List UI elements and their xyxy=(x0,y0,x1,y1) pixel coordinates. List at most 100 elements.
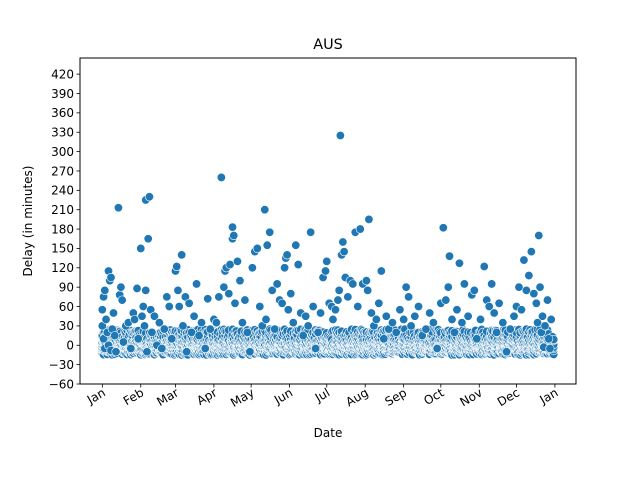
data-point xyxy=(142,347,152,357)
data-point xyxy=(182,347,192,357)
data-point xyxy=(136,243,146,253)
data-point xyxy=(291,240,301,250)
data-point xyxy=(472,334,482,344)
data-point xyxy=(492,327,502,337)
data-point xyxy=(355,224,365,234)
data-point xyxy=(116,282,126,292)
y-tick-label: −60 xyxy=(49,377,74,391)
data-point xyxy=(449,327,459,337)
data-point xyxy=(184,298,194,308)
y-tick-label: 420 xyxy=(51,67,74,81)
data-point xyxy=(457,318,467,328)
data-point xyxy=(505,324,515,334)
data-point xyxy=(277,298,287,308)
data-point xyxy=(494,298,504,308)
data-point xyxy=(283,305,293,315)
data-point xyxy=(535,282,545,292)
data-point xyxy=(406,321,416,331)
data-point xyxy=(110,331,120,341)
data-point xyxy=(293,260,303,270)
data-point xyxy=(544,334,554,344)
data-point xyxy=(376,266,386,276)
data-point xyxy=(379,334,389,344)
data-point xyxy=(410,311,420,321)
data-point xyxy=(126,343,136,353)
data-point xyxy=(489,308,499,318)
x-axis-title: Date xyxy=(314,426,343,440)
data-point xyxy=(328,314,338,324)
data-point xyxy=(546,314,556,324)
data-point xyxy=(224,289,234,299)
data-point xyxy=(353,302,363,312)
data-point xyxy=(265,227,275,237)
data-point xyxy=(288,318,298,328)
data-point xyxy=(316,308,326,318)
data-point xyxy=(262,240,272,250)
data-point xyxy=(322,256,332,266)
data-point xyxy=(138,302,148,312)
data-point xyxy=(192,279,202,289)
data-point xyxy=(189,311,199,321)
data-point xyxy=(187,327,197,337)
data-point xyxy=(339,247,349,257)
y-tick-label: −30 xyxy=(49,358,74,372)
data-point xyxy=(178,321,188,331)
data-point xyxy=(267,285,277,295)
data-point xyxy=(374,298,384,308)
data-point xyxy=(303,321,313,331)
y-tick-label: 180 xyxy=(51,222,74,236)
data-point xyxy=(149,311,159,321)
data-point xyxy=(516,305,526,315)
data-point xyxy=(162,292,172,302)
data-point xyxy=(252,243,262,253)
data-point xyxy=(321,266,331,276)
data-point xyxy=(157,343,167,353)
data-point xyxy=(459,279,469,289)
data-point xyxy=(147,327,157,337)
data-point xyxy=(438,223,448,233)
data-point xyxy=(502,347,512,357)
data-point xyxy=(387,318,397,328)
data-point xyxy=(143,234,153,244)
data-point xyxy=(534,231,544,241)
x-tick-label: Jul xyxy=(312,385,332,405)
data-point xyxy=(100,285,110,295)
data-point xyxy=(177,250,187,260)
data-point xyxy=(452,305,462,315)
data-point xyxy=(348,279,358,289)
data-point xyxy=(335,130,345,140)
data-point xyxy=(401,282,411,292)
data-point xyxy=(130,314,140,324)
data-point xyxy=(164,302,174,312)
data-point xyxy=(214,292,224,302)
data-point xyxy=(498,318,508,328)
data-point xyxy=(334,285,344,295)
data-point xyxy=(469,285,479,295)
data-point xyxy=(245,347,255,357)
data-point xyxy=(361,276,371,286)
data-point xyxy=(111,347,121,357)
data-point xyxy=(363,285,373,295)
data-point xyxy=(514,282,524,292)
data-point xyxy=(272,279,282,289)
data-point xyxy=(540,321,550,331)
data-point xyxy=(526,247,536,257)
data-point xyxy=(228,222,238,232)
data-point xyxy=(338,237,348,247)
data-point xyxy=(240,295,250,305)
data-point xyxy=(260,205,270,215)
data-point xyxy=(366,308,376,318)
data-point xyxy=(286,289,296,299)
data-markers xyxy=(97,130,559,360)
data-point xyxy=(261,314,271,324)
data-point xyxy=(395,305,405,315)
y-tick-label: 60 xyxy=(59,300,74,314)
data-point xyxy=(476,314,486,324)
data-point xyxy=(308,302,318,312)
data-point xyxy=(216,172,226,182)
data-point xyxy=(371,314,381,324)
data-point xyxy=(174,302,184,312)
data-point xyxy=(118,337,128,347)
data-point xyxy=(255,302,265,312)
